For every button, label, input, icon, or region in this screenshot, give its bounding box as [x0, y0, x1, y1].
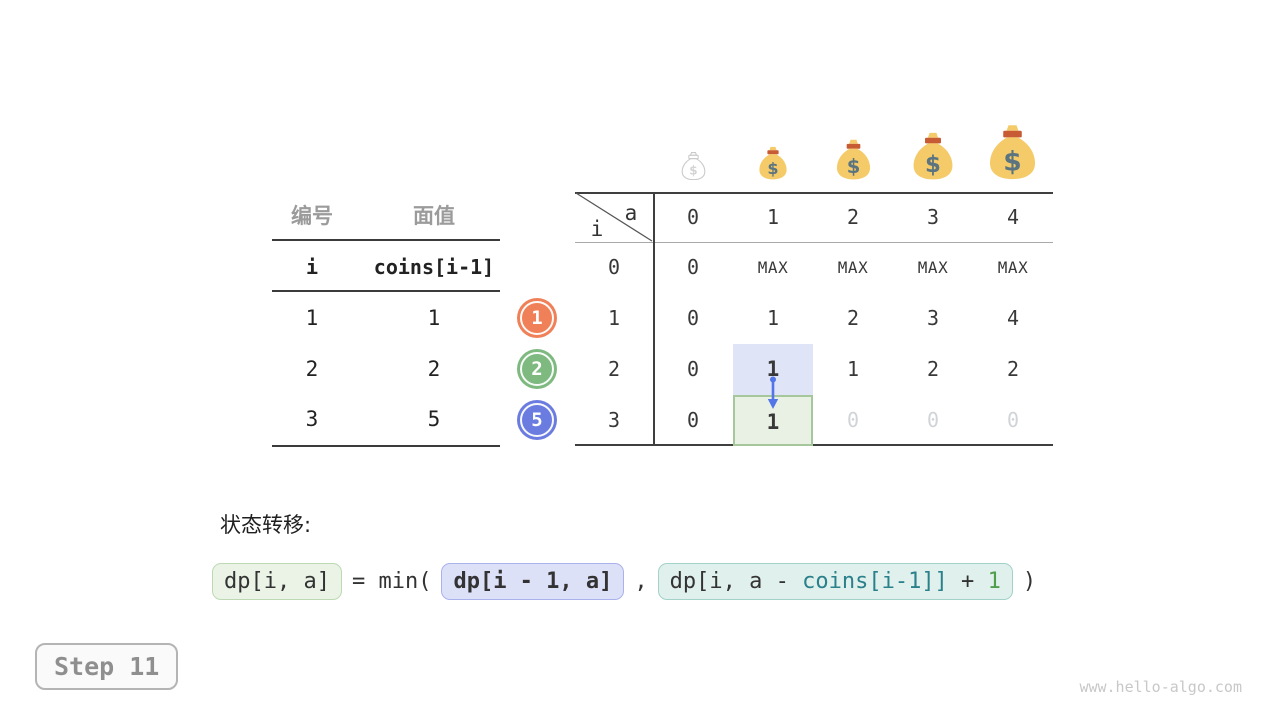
svg-text:$: $: [689, 164, 697, 178]
dp-cell-r3-c2: 0: [846, 408, 860, 432]
dp-cell-r1-c2: 2: [846, 306, 860, 330]
svg-text:$: $: [847, 155, 861, 178]
money-bag-2-icon: $: [836, 139, 871, 180]
money-bag-1-icon: $: [759, 146, 787, 180]
formula-lhs-box: dp[i, a]: [212, 562, 342, 600]
transition-arrow-icon: [767, 376, 779, 409]
dp-border-top: [575, 192, 1053, 194]
dp-cell-r0-c4: MAX: [997, 258, 1029, 277]
formula-arg1-box: dp[i - 1, a]: [441, 562, 625, 600]
dp-cell-r1-c0: 0: [686, 306, 700, 330]
formula-arg2-plus: +: [947, 568, 988, 594]
dp-cell-r0-c0: 0: [686, 255, 700, 279]
formula-arg2-one: 1: [987, 568, 1001, 594]
step-badge: Step 11: [35, 643, 179, 690]
dp-table: a i 0 1 2 3 4 0 0 MAX MAX MAX MAX 1 0 1 …: [575, 192, 1053, 446]
dp-cell-r3-c0: 0: [686, 408, 700, 432]
dp-col-header-2: 2: [846, 205, 860, 229]
svg-text:$: $: [767, 159, 778, 178]
coin-badge-5-icon: 5: [517, 400, 557, 440]
coin-table-var-coins: coins[i-1]: [373, 255, 495, 279]
dp-cell-r2-c4: 2: [1006, 357, 1020, 381]
dp-row-header-3: 3: [607, 408, 621, 432]
dp-cell-r1-c1: 1: [766, 306, 780, 330]
coin-row-2-id: 2: [305, 357, 319, 381]
formula-arg2-coins: coins[i-1]]: [802, 568, 948, 594]
dp-cell-r1-c3: 3: [926, 306, 940, 330]
dp-corner-col-var: a: [624, 201, 638, 225]
dp-row-header-1: 1: [607, 306, 621, 330]
dp-col-header-4: 4: [1006, 205, 1020, 229]
dp-col-header-0: 0: [686, 205, 700, 229]
coin-row-1-value: 1: [427, 306, 441, 330]
dp-cell-r0-c2: MAX: [837, 258, 869, 277]
coin-table-header-id: 编号: [291, 204, 333, 228]
coin-row-2-value: 2: [427, 357, 441, 381]
money-bag-4-icon: $: [989, 125, 1036, 180]
svg-text:$: $: [925, 152, 941, 178]
dp-cell-r1-c4: 4: [1006, 306, 1020, 330]
coin-badge-2-icon: 2: [517, 349, 557, 389]
divider: [272, 445, 500, 447]
dp-cell-r3-c4: 0: [1006, 408, 1020, 432]
dp-border-vertical: [653, 192, 655, 446]
coin-row-1-id: 1: [305, 306, 319, 330]
money-bag-3-icon: $: [913, 132, 953, 180]
coin-table-var-i: i: [305, 255, 319, 279]
divider: [272, 290, 500, 292]
coin-badge-1-label: 1: [531, 307, 543, 329]
dp-header-separator: [575, 242, 1053, 243]
dp-corner-row-var: i: [590, 217, 604, 241]
coin-badge-5-label: 5: [531, 409, 543, 431]
formula-arg2-box: dp[i, a - coins[i-1]] + 1: [657, 562, 1013, 600]
dp-col-header-1: 1: [766, 205, 780, 229]
coin-table: 编号 面值 i coins[i-1] 1 1 2 2 3 5: [272, 196, 500, 448]
coin-badge-1-icon: 1: [517, 298, 557, 338]
watermark: www.hello-algo.com: [1079, 678, 1242, 696]
dp-cell-r2-c3: 2: [926, 357, 940, 381]
money-bag-empty-icon: $: [681, 152, 706, 180]
dp-row-header-0: 0: [607, 255, 621, 279]
dp-cell-r2-c0: 0: [686, 357, 700, 381]
dp-border-bottom: [575, 444, 1053, 446]
coin-row-3-id: 3: [305, 407, 319, 431]
formula-close-paren: ): [1022, 568, 1037, 594]
divider: [272, 239, 500, 241]
formula-arg2-prefix: dp[i, a -: [669, 568, 803, 594]
dp-col-header-3: 3: [926, 205, 940, 229]
dp-row-header-2: 2: [607, 357, 621, 381]
coin-table-header-value: 面值: [413, 204, 455, 228]
formula-equals: = min(: [351, 568, 432, 594]
dp-cell-r0-c3: MAX: [917, 258, 949, 277]
dp-cell-r2-c2: 1: [846, 357, 860, 381]
coin-row-3-value: 5: [427, 407, 441, 431]
coin-badge-2-label: 2: [531, 358, 543, 380]
dp-corner-diagonal-icon: [575, 192, 653, 242]
svg-text:$: $: [1003, 147, 1021, 178]
dp-cell-r3-c3: 0: [926, 408, 940, 432]
transition-label: 状态转移:: [220, 513, 312, 537]
formula-comma: ,: [634, 568, 648, 594]
dp-cell-r0-c1: MAX: [757, 258, 789, 277]
state-transition-formula: dp[i, a] = min( dp[i - 1, a] , dp[i, a -…: [212, 559, 1036, 603]
